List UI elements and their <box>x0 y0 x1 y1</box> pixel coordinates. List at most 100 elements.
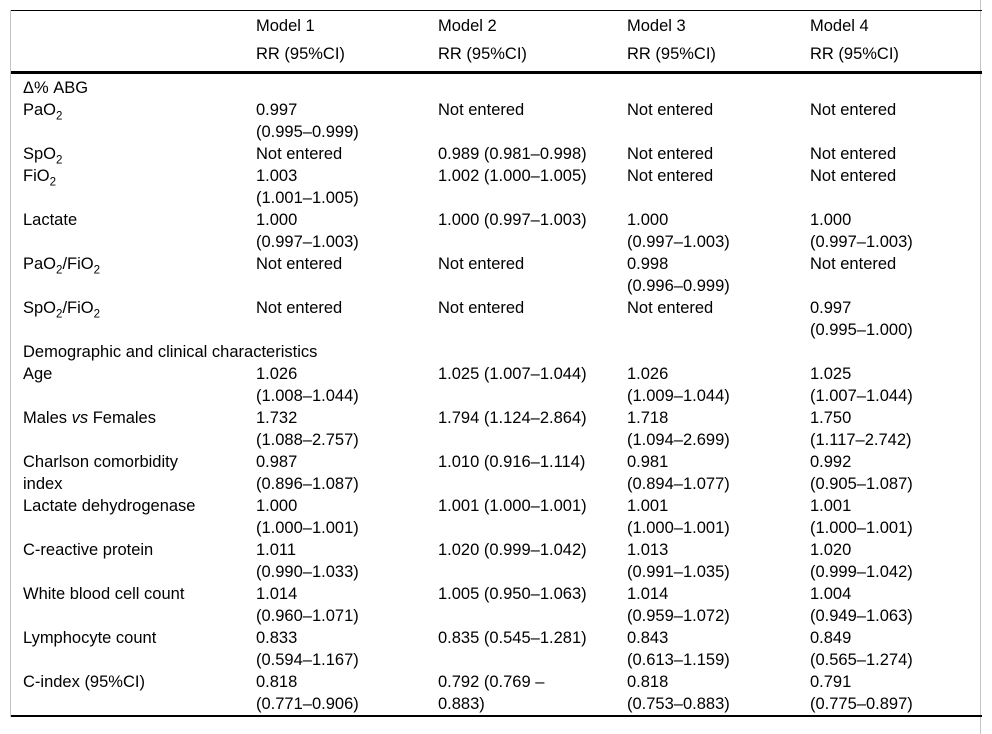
row-label: SpO2 <box>23 145 63 167</box>
table-frame: Model 1 RR (95%CI) Model 2 RR (95%CI) Mo… <box>10 10 982 717</box>
cell-value: Not entered <box>810 167 897 185</box>
cell-value: 0.791 (0.775–0.897) <box>810 673 913 713</box>
row-label: C-reactive protein <box>23 541 154 559</box>
row-label: Lactate dehydrogenase <box>23 497 196 515</box>
cell-value: 1.001 (1.000–1.001) <box>438 497 587 515</box>
column-title: Model 1 <box>256 17 315 35</box>
table-row: Lactate 1.000 (0.997–1.003) 1.000 (0.997–1… <box>11 209 982 253</box>
cell-value: Not entered <box>810 255 897 273</box>
page-right-edge <box>980 0 981 734</box>
cell-value: 0.835 (0.545–1.281) <box>438 629 587 647</box>
table-row: Lymphocyte count 0.833 (0.594–1.167) 0.835… <box>11 627 982 671</box>
column-subtitle: RR (95%CI) <box>256 45 345 63</box>
cell-value: Not entered <box>256 145 343 163</box>
table-row: PaO2 0.997 (0.995–0.999) Not entered Not en… <box>11 99 982 143</box>
cell-value: 0.981 (0.894–1.077) <box>627 453 730 493</box>
cell-value: Not entered <box>438 299 525 317</box>
cell-value: 1.003 (1.001–1.005) <box>256 167 359 207</box>
row-label: SpO2/FiO2 <box>23 299 101 321</box>
cell-value: 0.792 (0.769 – 0.883) <box>438 673 545 713</box>
cell-value: Not entered <box>256 255 343 273</box>
cell-value: 0.998 (0.996–0.999) <box>627 255 730 295</box>
cell-value: 0.992 (0.905–1.087) <box>810 453 913 493</box>
column-header-model-1: Model 1 RR (95%CI) <box>256 10 438 74</box>
cell-value: 0.843 (0.613–1.159) <box>627 629 730 669</box>
column-title: Model 4 <box>810 17 869 35</box>
cell-value: 1.001 (1.000–1.001) <box>627 497 730 537</box>
cell-value: 0.987 (0.896–1.087) <box>256 453 359 493</box>
cell-value: 1.718 (1.094–2.699) <box>627 409 730 449</box>
cell-value: 0.833 (0.594–1.167) <box>256 629 359 669</box>
row-label: Males vs Females <box>23 409 156 427</box>
cell-value: 1.750 (1.117–2.742) <box>810 409 912 449</box>
column-title: Model 3 <box>627 17 686 35</box>
column-subtitle: RR (95%CI) <box>627 45 716 63</box>
cell-value: 1.026 (1.008–1.044) <box>256 365 359 405</box>
row-label: FiO2 <box>23 167 57 189</box>
cell-value: 1.020 (0.999–1.042) <box>438 541 587 559</box>
cell-value: 1.005 (0.950–1.063) <box>438 585 587 603</box>
cell-value: 1.020 (0.999–1.042) <box>810 541 913 581</box>
cell-value: 1.000 (0.997–1.003) <box>256 211 359 251</box>
column-subtitle: RR (95%CI) <box>810 45 899 63</box>
cell-value: 1.000 (0.997–1.003) <box>627 211 730 251</box>
column-header-model-3: Model 3 RR (95%CI) <box>627 10 810 74</box>
column-subtitle: RR (95%CI) <box>438 45 527 63</box>
column-title: Model 2 <box>438 17 497 35</box>
table-body: Δ% ABG PaO2 0.997 (0.995–0.999) Not entered… <box>11 73 982 717</box>
cell-value: 0.989 (0.981–0.998) <box>438 145 587 163</box>
table-row: White blood cell count 1.014 (0.960–1.071… <box>11 583 982 627</box>
table-row: Males vs Females 1.732 (1.088–2.757) 1.794… <box>11 407 982 451</box>
cell-value: Not entered <box>627 101 714 119</box>
cell-value: 0.849 (0.565–1.274) <box>810 629 913 669</box>
section-row: Δ% ABG <box>11 73 982 100</box>
cell-value: 1.025 (1.007–1.044) <box>810 365 913 405</box>
cell-value: 0.997 (0.995–0.999) <box>256 101 359 141</box>
corner-cell <box>11 10 256 74</box>
cell-value: 1.010 (0.916–1.114) <box>438 453 586 471</box>
cell-value: 1.002 (1.000–1.005) <box>438 167 587 185</box>
row-label: PaO2 <box>23 101 63 123</box>
cell-value: 1.794 (1.124–2.864) <box>438 409 587 427</box>
cell-value: Not entered <box>627 167 714 185</box>
table-header: Model 1 RR (95%CI) Model 2 RR (95%CI) Mo… <box>11 10 982 74</box>
row-label: C-index (95%CI) <box>23 673 145 691</box>
cell-value: Not entered <box>810 101 897 119</box>
cell-value: 1.026 (1.009–1.044) <box>627 365 730 405</box>
header-row: Model 1 RR (95%CI) Model 2 RR (95%CI) Mo… <box>11 10 982 74</box>
cell-value: 1.013 (0.991–1.035) <box>627 541 730 581</box>
cell-value: 1.014 (0.959–1.072) <box>627 585 730 625</box>
table-row: C-reactive protein 1.011 (0.990–1.033) 1.0… <box>11 539 982 583</box>
cell-value: 1.000 (0.997–1.003) <box>810 211 913 251</box>
table-row: Charlson comorbidity index 0.987 (0.896–1… <box>11 451 982 495</box>
cell-value: Not entered <box>256 299 343 317</box>
cell-value: 1.001 (1.000–1.001) <box>810 497 913 537</box>
cell-value: 1.000 (1.000–1.001) <box>256 497 359 537</box>
table-row: SpO2 Not entered 0.989 (0.981–0.998) Not en… <box>11 143 982 167</box>
table-row: Age 1.026 (1.008–1.044) 1.025 (1.007–1.044… <box>11 363 982 407</box>
cell-value: 1.000 (0.997–1.003) <box>438 211 587 229</box>
cell-value: Not entered <box>438 255 525 273</box>
table-row: FiO2 1.003 (1.001–1.005) 1.002 (1.000–1.00… <box>11 165 982 209</box>
table-row: Lactate dehydrogenase 1.000 (1.000–1.001)… <box>11 495 982 539</box>
section-row: Demographic and clinical characteristics <box>11 341 982 363</box>
table-row: C-index (95%CI) 0.818 (0.771–0.906) 0.792 … <box>11 671 982 716</box>
cell-value: Not entered <box>627 145 714 163</box>
cell-value: 1.004 (0.949–1.063) <box>810 585 913 625</box>
cell-value: 0.818 (0.753–0.883) <box>627 673 730 713</box>
row-label: Lymphocyte count <box>23 629 157 647</box>
row-label: White blood cell count <box>23 585 185 603</box>
section-label: Δ% ABG <box>23 79 89 97</box>
section-label: Demographic and clinical characteristics <box>23 343 318 361</box>
cell-value: 1.014 (0.960–1.071) <box>256 585 359 625</box>
cell-value: 1.025 (1.007–1.044) <box>438 365 587 383</box>
row-label: Age <box>23 365 53 383</box>
cell-value: Not entered <box>627 299 714 317</box>
cell-value: 0.818 (0.771–0.906) <box>256 673 359 713</box>
row-label: PaO2/FiO2 <box>23 255 101 277</box>
table-row: SpO2/FiO2 Not entered Not entered Not enter… <box>11 297 982 341</box>
row-label: Lactate <box>23 211 78 229</box>
cell-value: 0.997 (0.995–1.000) <box>810 299 913 339</box>
cell-value: Not entered <box>438 101 525 119</box>
